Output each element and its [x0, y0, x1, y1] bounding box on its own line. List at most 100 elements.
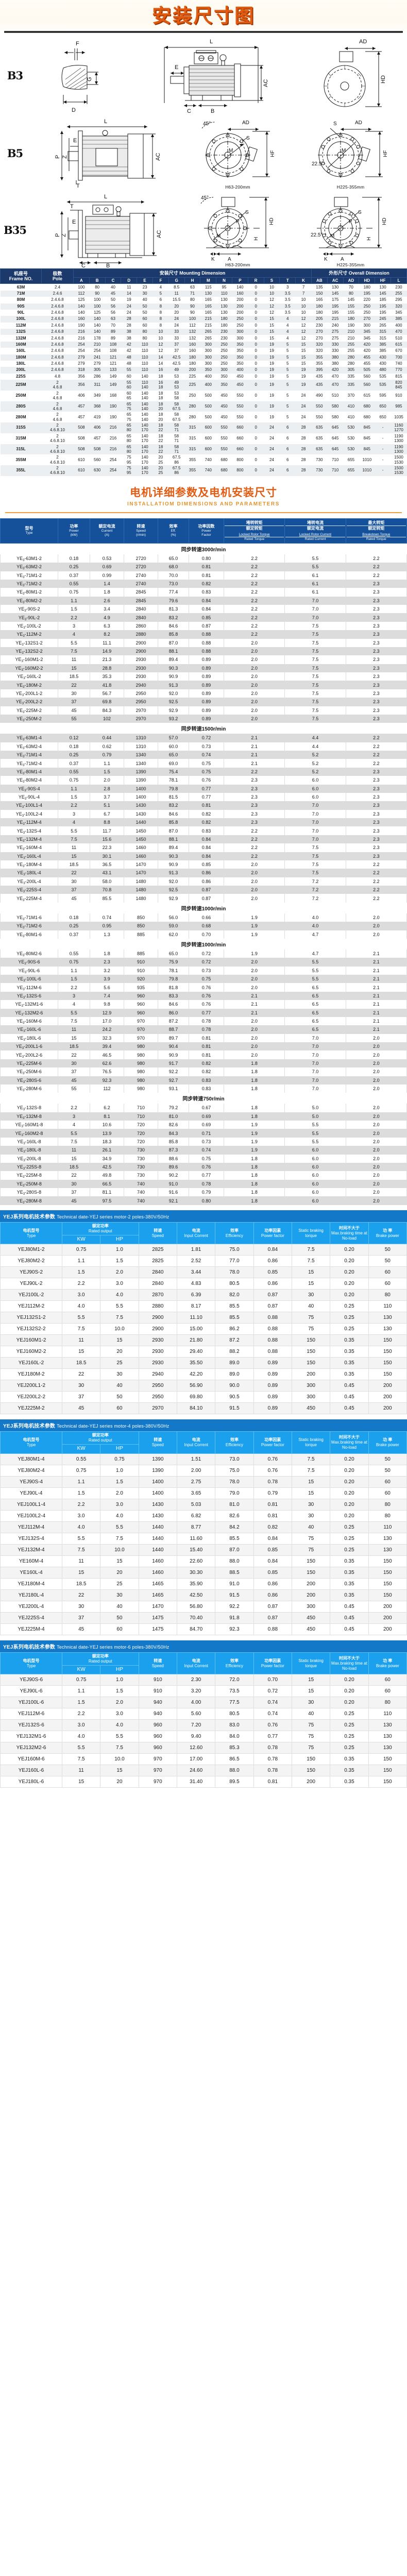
- table-row: YE3-90L-2 2.2 4.9 2840 83.2 0.85 2.2 7.0 2.3: [0, 613, 407, 622]
- cell-: 78.0: [215, 1266, 254, 1279]
- diagram-b3: B3 F: [0, 35, 407, 115]
- table-row: YEJ80M1-4 0.55 0.75 1390 1.51 73.0 0.76 7.5 0.20…: [0, 1453, 407, 1465]
- cell-RPM: 1400: [138, 1476, 177, 1488]
- cell-value: 86.0: [158, 1008, 189, 1017]
- cell-value: 1.9: [223, 922, 285, 930]
- cell-N: 180: [221, 323, 228, 328]
- cell-type: YE3-63M1-4: [0, 734, 58, 742]
- cell-value: 850: [124, 922, 158, 930]
- cell-type: YE3-160M-6: [0, 1016, 58, 1026]
- cell-value: 0.85: [189, 860, 224, 869]
- cell-H: 180: [189, 354, 196, 360]
- cell-value: 49.8: [90, 1171, 124, 1180]
- cell-E: 60: [142, 323, 147, 328]
- cell-value: 5.5: [58, 1129, 90, 1138]
- cell-B: 419: [94, 414, 101, 419]
- cell-HD: 455: [363, 361, 370, 366]
- table-row: YE3-225M-8 22 49.8 730 90.2 0.77 1.8 6.0 2.0: [0, 1171, 407, 1180]
- cell-value: 0.80: [189, 1196, 224, 1205]
- cell-RPM: 970: [138, 1776, 177, 1788]
- cell-value: 1340: [124, 751, 158, 759]
- cell-AC: 580: [331, 414, 339, 419]
- cell-value: 6.0: [284, 776, 346, 785]
- cell-L: 255: [395, 291, 402, 296]
- cell-G: 67.5 86: [172, 466, 181, 476]
- cell-R: 0: [255, 425, 257, 430]
- cell-value: 2900: [124, 647, 158, 656]
- cell-value: 1.9: [223, 1137, 285, 1146]
- cell-type: YE3-200L-4: [0, 877, 58, 886]
- table-row: 355L 2 4.6.8.10 610 630 254 75 95 140 170 20 25 67.5…: [0, 465, 407, 476]
- cell-: 90.0: [215, 1380, 254, 1392]
- cell-value: 7.5: [284, 689, 346, 698]
- svg-text:E: E: [175, 64, 178, 71]
- cell-value: 7.4: [90, 991, 124, 1001]
- cell-B: 178: [94, 335, 101, 341]
- cell-value: 90.3: [158, 664, 189, 673]
- svg-text:HD: HD: [269, 217, 275, 225]
- mounting-table-subhead: A B C D E F G H M N P R S T K AB AC AD H…: [1, 277, 407, 284]
- cell-Nm: 75: [291, 1532, 331, 1545]
- cell-type: YE3-80M1-6: [0, 930, 58, 939]
- cell-KW: 4.0: [61, 1300, 101, 1313]
- table-row: 132M 2.4.6.8 216 178 89 38 80 10 33 132 265 230 300 0…: [0, 335, 407, 342]
- cell-W: 200: [368, 1623, 407, 1635]
- cell-value: 2.3: [345, 852, 407, 860]
- cell-K: 28: [301, 446, 306, 451]
- cell-HF: 385: [379, 348, 386, 353]
- cell-S: 0.35: [330, 1589, 369, 1601]
- cell-value: 7.5: [284, 852, 346, 860]
- cell-value: 6.0: [284, 1154, 346, 1163]
- cell-value: 0.84: [189, 843, 224, 852]
- cell-W: 130: [368, 1731, 407, 1743]
- cell-: 91.5: [215, 1402, 254, 1415]
- cell-K: 12: [301, 316, 306, 321]
- cell-C: 254: [109, 468, 117, 473]
- cell-AC: 330: [331, 342, 339, 347]
- cell-P: 450: [236, 382, 244, 387]
- cell-R: 0: [255, 284, 257, 290]
- cell-G: 49 53: [174, 380, 179, 390]
- table-row: YEJ90S-2 1.5 2.0 2840 3.44 78.0 0.85 15 0.20 60: [0, 1266, 407, 1279]
- cell-value: 62.0: [158, 930, 189, 939]
- cell-HP: 30: [100, 1368, 139, 1381]
- cell-frame-no: 315M: [15, 436, 26, 441]
- th-col-T: T: [279, 277, 296, 284]
- cell-A: 508: [78, 436, 85, 441]
- table-row: 280M 2 4.6.8 457 419 190 65 75 140 140 18 20 58 67.5 2…: [0, 412, 407, 422]
- cell-Amp: 31.40: [176, 1776, 216, 1788]
- svg-text:AD: AD: [242, 120, 249, 126]
- cell-T: 5: [286, 348, 289, 353]
- cell-value: 2.0: [90, 776, 124, 785]
- cell-H: 355: [189, 468, 196, 473]
- cell-motor-type: YEJ132S1-2: [0, 1312, 62, 1324]
- cell-N: 230: [221, 329, 228, 334]
- cell-Nm: 75: [291, 1719, 331, 1732]
- cell-type: YE3-160L-6: [0, 1025, 58, 1034]
- cell-type: YE3-80M1-2: [0, 588, 58, 597]
- cell-KW: 0.75: [61, 1464, 101, 1477]
- cell-RPM: 940: [138, 1708, 177, 1720]
- cell-value: 1.1: [58, 966, 90, 975]
- cell-value: 2.1: [223, 742, 285, 751]
- cell-value: 10.6: [90, 1121, 124, 1129]
- cell-value: 1.8: [223, 1084, 285, 1093]
- th-col-K: K: [295, 277, 312, 284]
- cell-G: 8.5: [174, 284, 180, 290]
- cell-HF: 245: [379, 316, 386, 321]
- cell-HP: 2.0: [100, 1697, 139, 1709]
- svg-text:AC: AC: [263, 79, 269, 87]
- cell-value: 37: [58, 1067, 90, 1076]
- cell-S: 0.20: [330, 1674, 369, 1686]
- cell-B: 368: [94, 403, 101, 409]
- cell-value: 710: [124, 1112, 158, 1121]
- table-row: YE3-71M2-6 0.25 0.95 850 59.0 0.68 1.9 4.0 2.0: [0, 922, 407, 930]
- cell-D: 65 75: [126, 401, 131, 411]
- cell-value: 81.3: [158, 605, 189, 614]
- cell-motor-type: YEJ90S-2: [0, 1266, 62, 1279]
- table-row: YE3-80M2-2 1.1 2.6 2845 79.6 0.84 2.2 7.0 2.3: [0, 596, 407, 605]
- cell-motor-type: YEJ180L-6: [0, 1776, 62, 1788]
- cell-HP: 1.0: [100, 1674, 139, 1686]
- cell-pole: 2.4.6.8: [51, 342, 64, 347]
- yej-section: YEJ系列电机技术参数 Technical date-YEJ series mo…: [0, 1419, 407, 1640]
